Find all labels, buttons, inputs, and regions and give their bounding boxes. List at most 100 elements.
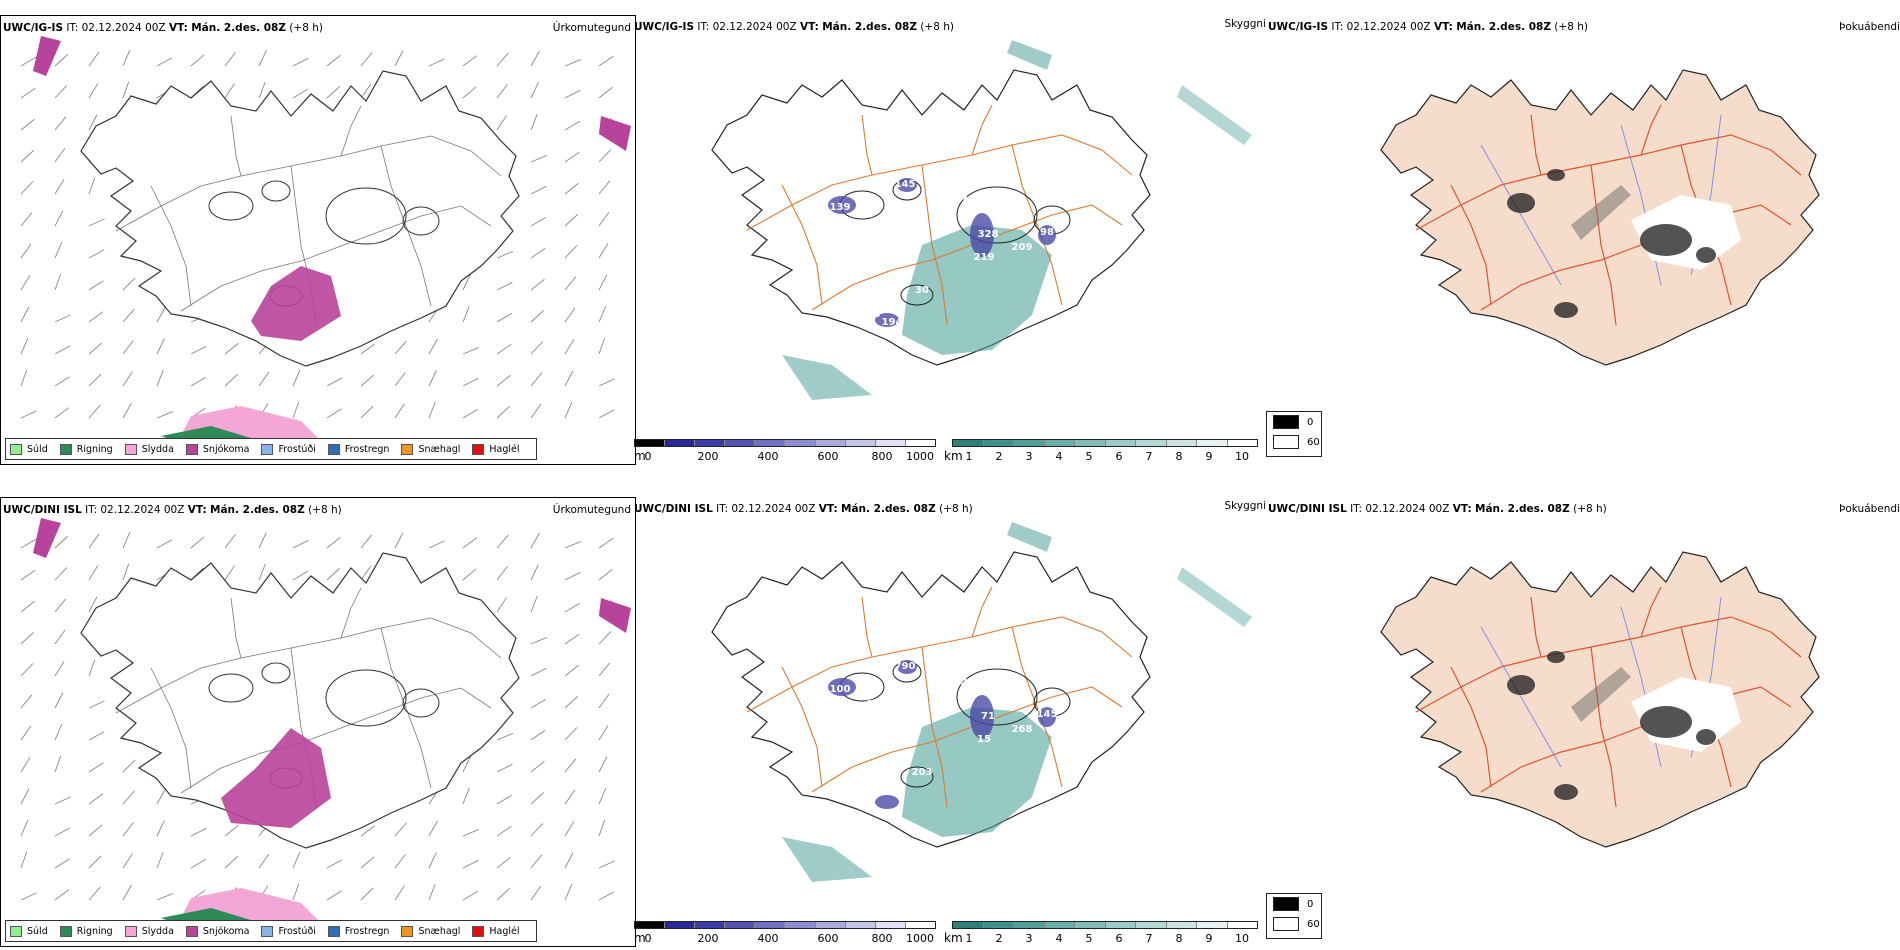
visibility-colorbar: m 0 200 400 600 800 1000 km 1 2 3 4 5 6 … <box>632 917 1262 947</box>
wind-barb <box>54 242 63 259</box>
it-value: 02.12.2024 00Z <box>81 22 166 34</box>
wind-barb <box>224 534 236 549</box>
low-ceiling-area <box>970 213 994 257</box>
wind-barb <box>20 181 34 195</box>
legend-label: Snjókoma <box>202 925 250 937</box>
wind-barb <box>20 600 35 613</box>
ceiling-label: 30 <box>915 285 929 296</box>
wind-barb <box>530 667 547 677</box>
ceiling-tick: 1000 <box>906 932 934 945</box>
fog-legend-label: 0 <box>1307 416 1314 428</box>
wind-barb <box>156 410 174 419</box>
vt-label: VT: <box>1433 21 1453 33</box>
wind-barb <box>122 822 134 837</box>
wind-barb <box>462 377 479 387</box>
legend-item: Haglél <box>472 443 520 455</box>
wind-barb <box>564 884 573 901</box>
wind-barb <box>54 376 70 387</box>
wind-barb <box>598 537 614 549</box>
wind-barb <box>394 340 407 355</box>
precip-type-panel-top: UWC/IG-IS IT: 02.12.2024 00Z VT: Mán. 2.… <box>0 15 636 465</box>
legend-swatch <box>401 925 414 937</box>
wind-barb <box>462 828 480 837</box>
wind-barb <box>496 597 507 613</box>
wind-barb <box>54 116 67 131</box>
low-visibility-area <box>1007 40 1052 70</box>
lead-time: (+8 h) <box>1554 21 1588 33</box>
wind-barb <box>88 177 96 195</box>
vt-label: VT: <box>168 22 188 34</box>
wind-barb <box>530 698 547 709</box>
wind-barb <box>496 84 508 99</box>
wind-barb <box>462 86 477 99</box>
legend-label: Súld <box>27 443 48 455</box>
lead-time: (+8 h) <box>289 22 323 34</box>
ceiling-tick: 600 <box>817 450 839 463</box>
visibility-tick: 2 <box>995 932 1003 945</box>
wind-barb <box>122 759 136 773</box>
wind-barb <box>598 568 613 581</box>
ceiling-label: 100 <box>830 684 851 695</box>
ceiling-label: 328 <box>978 229 999 240</box>
snow-area <box>33 518 61 558</box>
wind-barb <box>428 820 438 837</box>
wind-barb <box>496 856 511 869</box>
legend-label: Snæhagl <box>418 925 461 937</box>
model-name: UWC/DINI ISL <box>634 503 713 515</box>
road-line <box>380 627 432 789</box>
legend-item: Frostregn <box>327 443 389 455</box>
lead-time: (+8 h) <box>920 21 954 33</box>
wind-barb <box>224 342 239 355</box>
it-label: IT: <box>1350 503 1363 515</box>
wind-barb <box>54 345 71 355</box>
low-visibility-area <box>1177 567 1252 627</box>
legend-item: Slydda <box>124 443 174 455</box>
wind-barb <box>20 538 37 549</box>
legend-item: Slydda <box>124 925 174 937</box>
wind-barb <box>598 860 615 869</box>
wind-barb <box>564 633 580 645</box>
ceiling-unit: m <box>634 931 646 945</box>
wind-barb <box>326 408 342 419</box>
wind-barb <box>564 307 576 323</box>
wind-barb <box>292 883 300 901</box>
wind-barb <box>428 370 437 387</box>
vt-value: Mán. 2.des. 08Z <box>841 503 936 515</box>
visibility-tick: 6 <box>1115 450 1123 463</box>
wind-barb <box>598 891 615 901</box>
precip-type-panel-bottom: UWC/DINI ISL IT: 02.12.2024 00Z VT: Mán.… <box>0 497 636 947</box>
wind-barb <box>530 113 538 131</box>
glacier-outline <box>325 669 407 727</box>
wind-barb <box>530 82 539 99</box>
panel-title: Skyggni <box>1224 500 1267 512</box>
vt-value: Mán. 2.des. 08Z <box>1456 21 1551 33</box>
wind-barb <box>530 216 547 227</box>
panel-header: UWC/DINI ISL IT: 02.12.2024 00Z VT: Mán.… <box>1268 503 1607 515</box>
fog-band <box>1571 185 1631 240</box>
legend-label: Rigning <box>76 925 113 937</box>
road-line <box>180 687 492 794</box>
visibility-tick: 7 <box>1145 932 1153 945</box>
wind-barb <box>88 311 104 323</box>
wind-barb <box>530 154 548 163</box>
wind-barb <box>360 405 374 419</box>
wind-barb <box>20 851 28 869</box>
wind-barb <box>598 211 610 227</box>
wind-barb <box>258 563 266 581</box>
wind-barb <box>326 890 342 901</box>
wind-barb <box>20 569 36 581</box>
ceiling-label: 790 <box>895 661 916 672</box>
wind-barb <box>88 404 101 419</box>
wind-barb <box>530 854 543 869</box>
wind-barb <box>496 312 513 323</box>
wind-barb <box>20 212 33 227</box>
wind-barb <box>462 55 478 67</box>
wind-barb <box>224 856 238 869</box>
ceiling-label: 16 <box>870 217 884 228</box>
wind-barb <box>462 787 470 805</box>
wind-barb <box>292 370 301 387</box>
wind-barb <box>190 827 207 837</box>
low-ceiling-area <box>828 196 856 214</box>
wind-barb <box>156 788 166 805</box>
wind-barb <box>20 87 36 99</box>
